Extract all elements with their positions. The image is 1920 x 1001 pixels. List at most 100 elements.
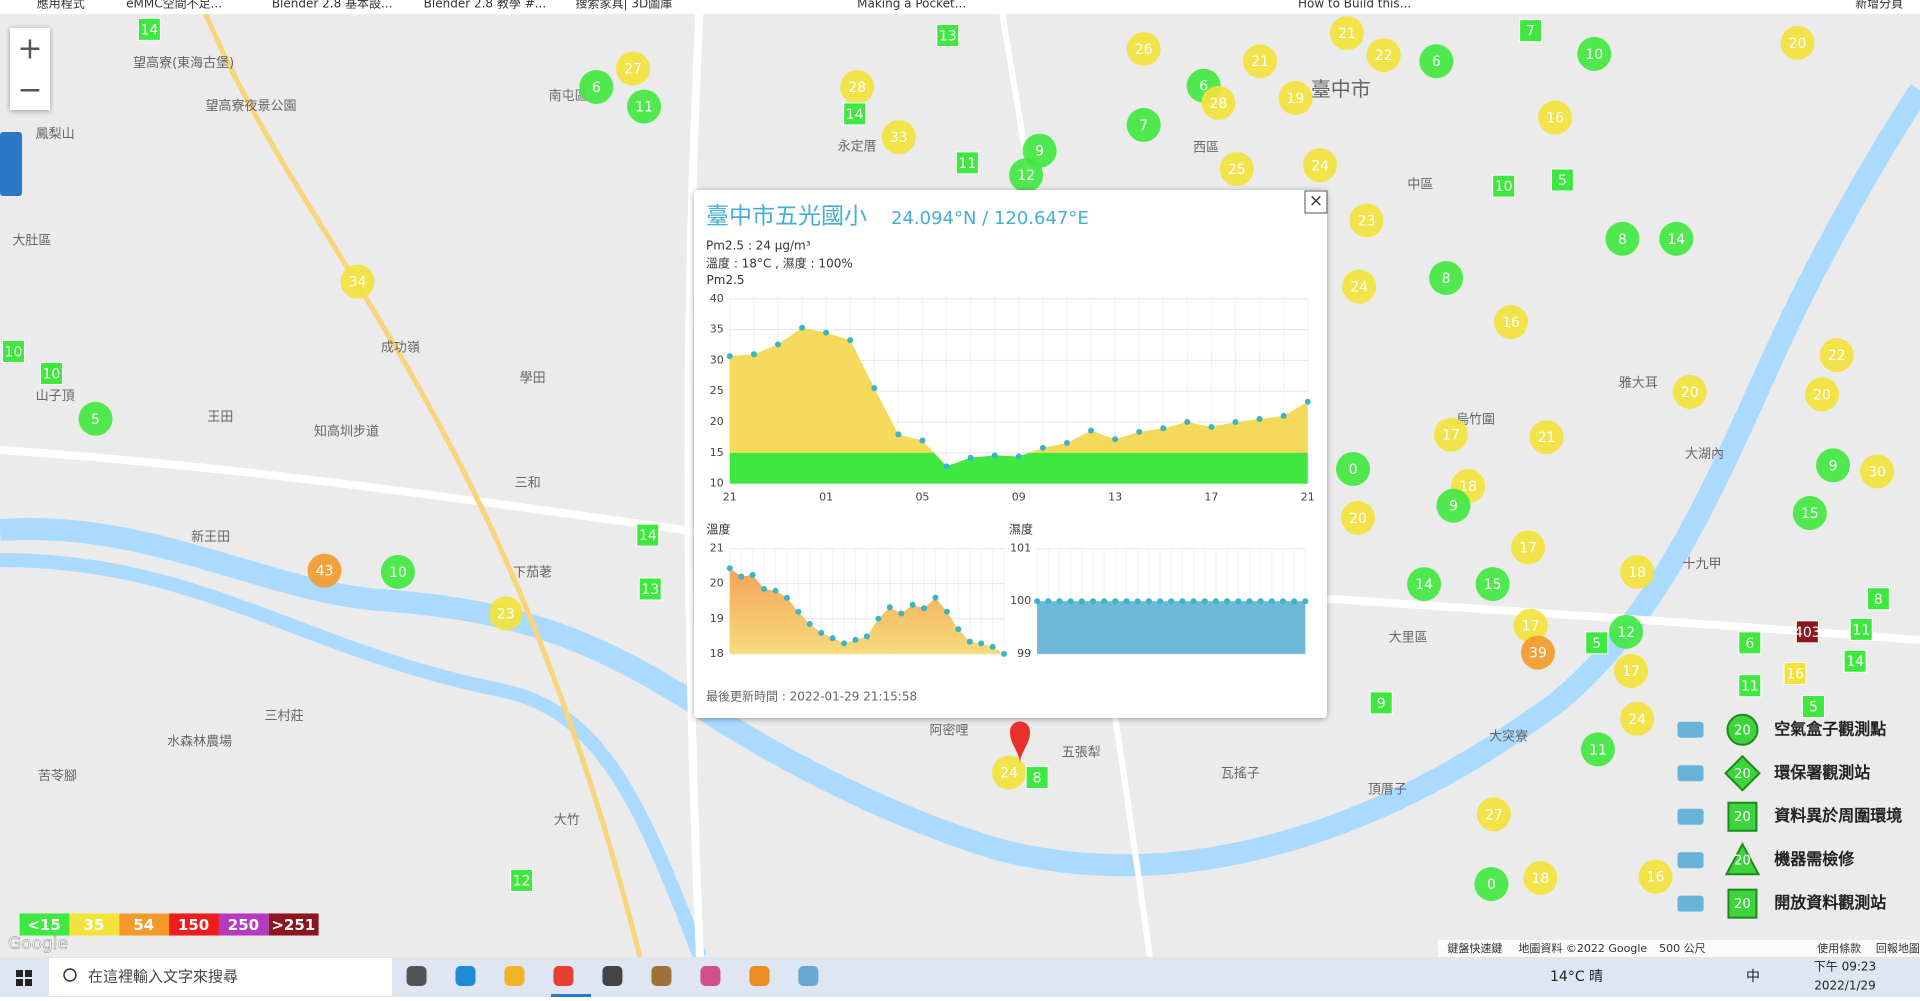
circle-marker[interactable] xyxy=(1620,554,1655,589)
circle-marker[interactable] xyxy=(1638,859,1673,894)
square-marker[interactable] xyxy=(1025,766,1049,790)
square-marker[interactable] xyxy=(1369,691,1393,715)
taskbar-app-icon[interactable] xyxy=(504,966,525,986)
circle-marker[interactable] xyxy=(1580,732,1615,767)
circle-marker[interactable] xyxy=(1529,420,1564,455)
circle-marker[interactable] xyxy=(1340,500,1375,535)
circle-marker[interactable] xyxy=(1329,16,1364,51)
circle-marker[interactable] xyxy=(1605,221,1640,256)
square-marker[interactable] xyxy=(843,102,867,126)
circle-marker[interactable] xyxy=(1792,496,1827,531)
bookmark[interactable]: eMMC空間不足... xyxy=(126,0,222,11)
bookmark[interactable]: 新增分頁 xyxy=(1855,0,1903,11)
circle-marker[interactable] xyxy=(840,69,875,104)
square-marker[interactable] xyxy=(510,868,534,892)
search-placeholder[interactable]: 在這裡輸入文字來搜尋 xyxy=(88,968,238,986)
circle-marker[interactable] xyxy=(1780,25,1815,60)
square-marker[interactable] xyxy=(1550,168,1574,192)
attribution-text[interactable]: 鍵盤快速鍵 xyxy=(1447,941,1502,955)
circle-marker[interactable] xyxy=(1614,654,1649,689)
bookmark[interactable]: 搜索家具| 3D圖庫 xyxy=(576,0,673,11)
attribution-text[interactable]: 使用條款 xyxy=(1817,941,1861,955)
close-button[interactable]: × xyxy=(1309,191,1323,211)
circle-marker[interactable] xyxy=(1476,797,1511,832)
circle-marker[interactable] xyxy=(616,51,651,86)
circle-marker[interactable] xyxy=(1009,158,1044,193)
circle-marker[interactable] xyxy=(1860,454,1895,489)
square-marker[interactable] xyxy=(636,523,660,547)
bookmark[interactable]: Making a Pocket... xyxy=(857,0,966,11)
bookmark[interactable]: How to Build this... xyxy=(1298,0,1411,11)
square-marker[interactable] xyxy=(39,361,63,385)
circle-marker[interactable] xyxy=(579,69,614,104)
taskbar-app-icon[interactable] xyxy=(651,966,672,986)
circle-marker[interactable] xyxy=(307,553,342,588)
circle-marker[interactable] xyxy=(627,89,662,124)
square-marker[interactable] xyxy=(1738,631,1762,655)
search-box[interactable] xyxy=(49,958,392,996)
square-marker[interactable] xyxy=(1585,631,1609,655)
circle-marker[interactable] xyxy=(1620,701,1655,736)
circle-marker[interactable] xyxy=(1475,567,1510,602)
square-marker[interactable] xyxy=(1519,19,1543,43)
circle-marker[interactable] xyxy=(1201,85,1236,120)
attribution-text[interactable]: 回報地圖錯誤 xyxy=(1876,941,1920,955)
taskbar-app-icon[interactable] xyxy=(700,966,721,986)
square-marker[interactable] xyxy=(1783,661,1807,685)
circle-marker[interactable] xyxy=(1577,36,1612,71)
circle-marker[interactable] xyxy=(1278,80,1313,115)
circle-marker[interactable] xyxy=(1243,44,1277,79)
taskbar-app-icon[interactable] xyxy=(406,966,427,986)
clock-date[interactable]: 2022/1/29 xyxy=(1814,979,1876,993)
square-marker[interactable] xyxy=(1801,695,1825,719)
circle-marker[interactable] xyxy=(1805,377,1840,412)
circle-marker[interactable] xyxy=(1419,44,1454,79)
square-marker[interactable] xyxy=(936,24,960,48)
taskbar-app-icon[interactable] xyxy=(455,966,476,986)
circle-marker[interactable] xyxy=(1609,614,1644,649)
square-marker[interactable] xyxy=(638,577,662,601)
square-marker[interactable] xyxy=(1843,649,1867,673)
side-tab[interactable] xyxy=(0,132,22,196)
taskbar-app-icon[interactable] xyxy=(798,966,819,986)
circle-marker[interactable] xyxy=(1407,567,1442,602)
circle-marker[interactable] xyxy=(1672,374,1707,409)
square-marker[interactable] xyxy=(1866,587,1890,611)
circle-marker[interactable] xyxy=(1434,417,1469,452)
taskbar-app-icon[interactable] xyxy=(553,966,574,986)
weather[interactable]: 14°C 晴 xyxy=(1550,969,1603,985)
square-marker[interactable] xyxy=(1849,617,1873,641)
zoom-out[interactable]: − xyxy=(17,73,42,108)
circle-marker[interactable] xyxy=(1219,151,1254,186)
circle-marker[interactable] xyxy=(1523,860,1558,895)
ime[interactable]: 中 xyxy=(1746,969,1760,985)
circle-marker[interactable] xyxy=(1342,269,1377,304)
circle-marker[interactable] xyxy=(1474,867,1509,902)
circle-marker[interactable] xyxy=(1303,148,1337,183)
circle-marker[interactable] xyxy=(340,264,375,299)
bookmark[interactable]: Blender 2.8 教學 #... xyxy=(424,0,547,11)
bookmark[interactable]: 應用程式 xyxy=(37,0,85,11)
square-marker[interactable] xyxy=(1738,674,1762,698)
zoom-in[interactable]: + xyxy=(17,32,42,67)
square-marker[interactable] xyxy=(137,17,161,41)
attribution-text[interactable]: 500 公尺 xyxy=(1659,942,1706,955)
attribution-text[interactable]: 地圖資料 ©2022 Google xyxy=(1518,941,1647,955)
close-box[interactable] xyxy=(1304,190,1328,214)
square-marker[interactable] xyxy=(1,339,25,363)
clock-time[interactable]: 下午 09:23 xyxy=(1814,960,1876,974)
circle-marker[interactable] xyxy=(991,755,1026,790)
taskbar-app-icon[interactable] xyxy=(602,966,623,986)
bookmark[interactable]: Blender 2.8 基本設... xyxy=(272,0,393,11)
circle-marker[interactable] xyxy=(1494,305,1529,340)
circle-marker[interactable] xyxy=(1816,448,1851,483)
circle-marker[interactable] xyxy=(1538,100,1573,135)
square-marker[interactable] xyxy=(1492,174,1516,198)
windows-logo[interactable] xyxy=(16,970,32,986)
circle-marker[interactable] xyxy=(1349,203,1384,238)
circle-marker[interactable] xyxy=(881,120,916,155)
circle-marker[interactable] xyxy=(1436,488,1471,523)
circle-marker[interactable] xyxy=(1126,107,1161,142)
circle-marker[interactable] xyxy=(1819,338,1854,373)
circle-marker[interactable] xyxy=(380,554,415,589)
